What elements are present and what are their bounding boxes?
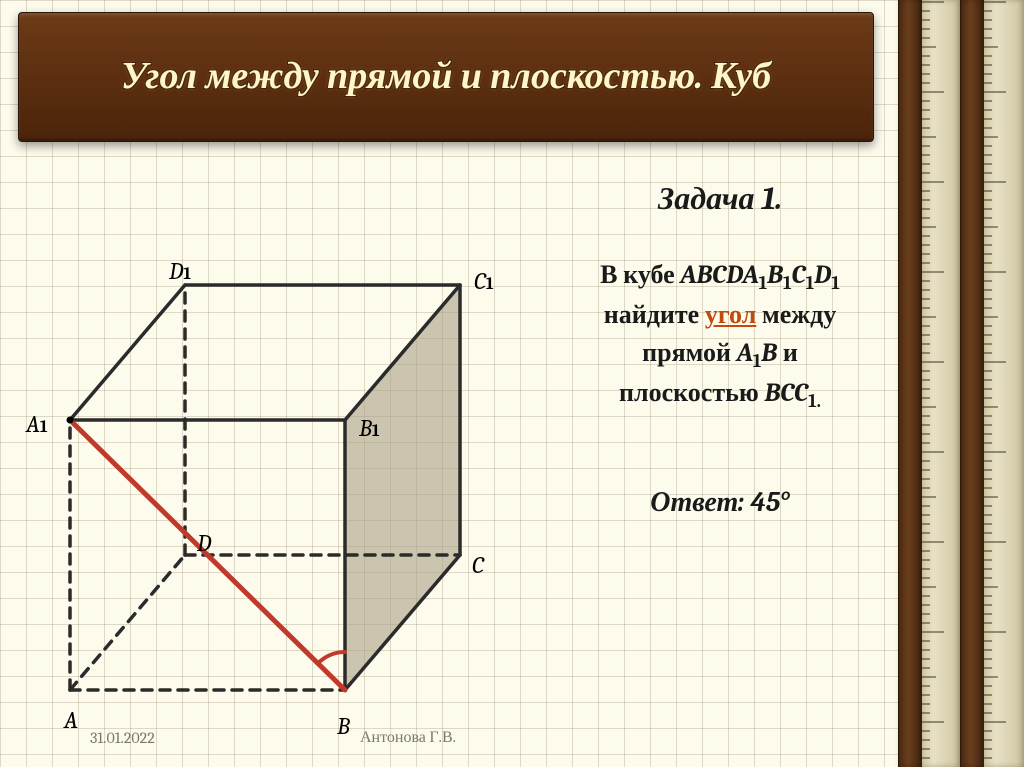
vertex-label-B: B xyxy=(337,712,350,740)
ruler-strip xyxy=(898,0,924,767)
ruler-strip xyxy=(922,0,960,767)
ruler-strip xyxy=(984,0,1024,767)
footer-date: 31.01.2022 xyxy=(90,729,155,747)
slide-root: Угол между прямой и плоскостью. Куб A B C D… xyxy=(0,0,1024,767)
vertex-label-B1: B1 xyxy=(359,414,380,442)
problem-text: В кубе ABCDA1B1C1D1найдите угол междупря… xyxy=(560,257,880,416)
vertex-label-C1: C1 xyxy=(474,267,494,295)
footer-author: Антонова Г.В. xyxy=(360,728,456,747)
vertex-label-A1: A1 xyxy=(26,410,48,438)
title-banner: Угол между прямой и плоскостью. Куб xyxy=(18,12,874,142)
answer-text: Ответ: 45° xyxy=(560,486,880,519)
vertex-label-D1: D1 xyxy=(169,257,191,285)
task-title: Задача 1. xyxy=(560,180,880,217)
vertex-label-A: A xyxy=(64,706,78,734)
vertex-label-C: C xyxy=(472,551,484,579)
vertex-label-D: D xyxy=(197,529,211,557)
cube-diagram: ABCDA1B1C1D1 xyxy=(10,170,550,730)
title-text: Угол между прямой и плоскостью. Куб xyxy=(121,53,771,101)
ruler-strip xyxy=(960,0,986,767)
task-column: Задача 1. В кубе ABCDA1B1C1D1найдите уго… xyxy=(560,180,880,519)
